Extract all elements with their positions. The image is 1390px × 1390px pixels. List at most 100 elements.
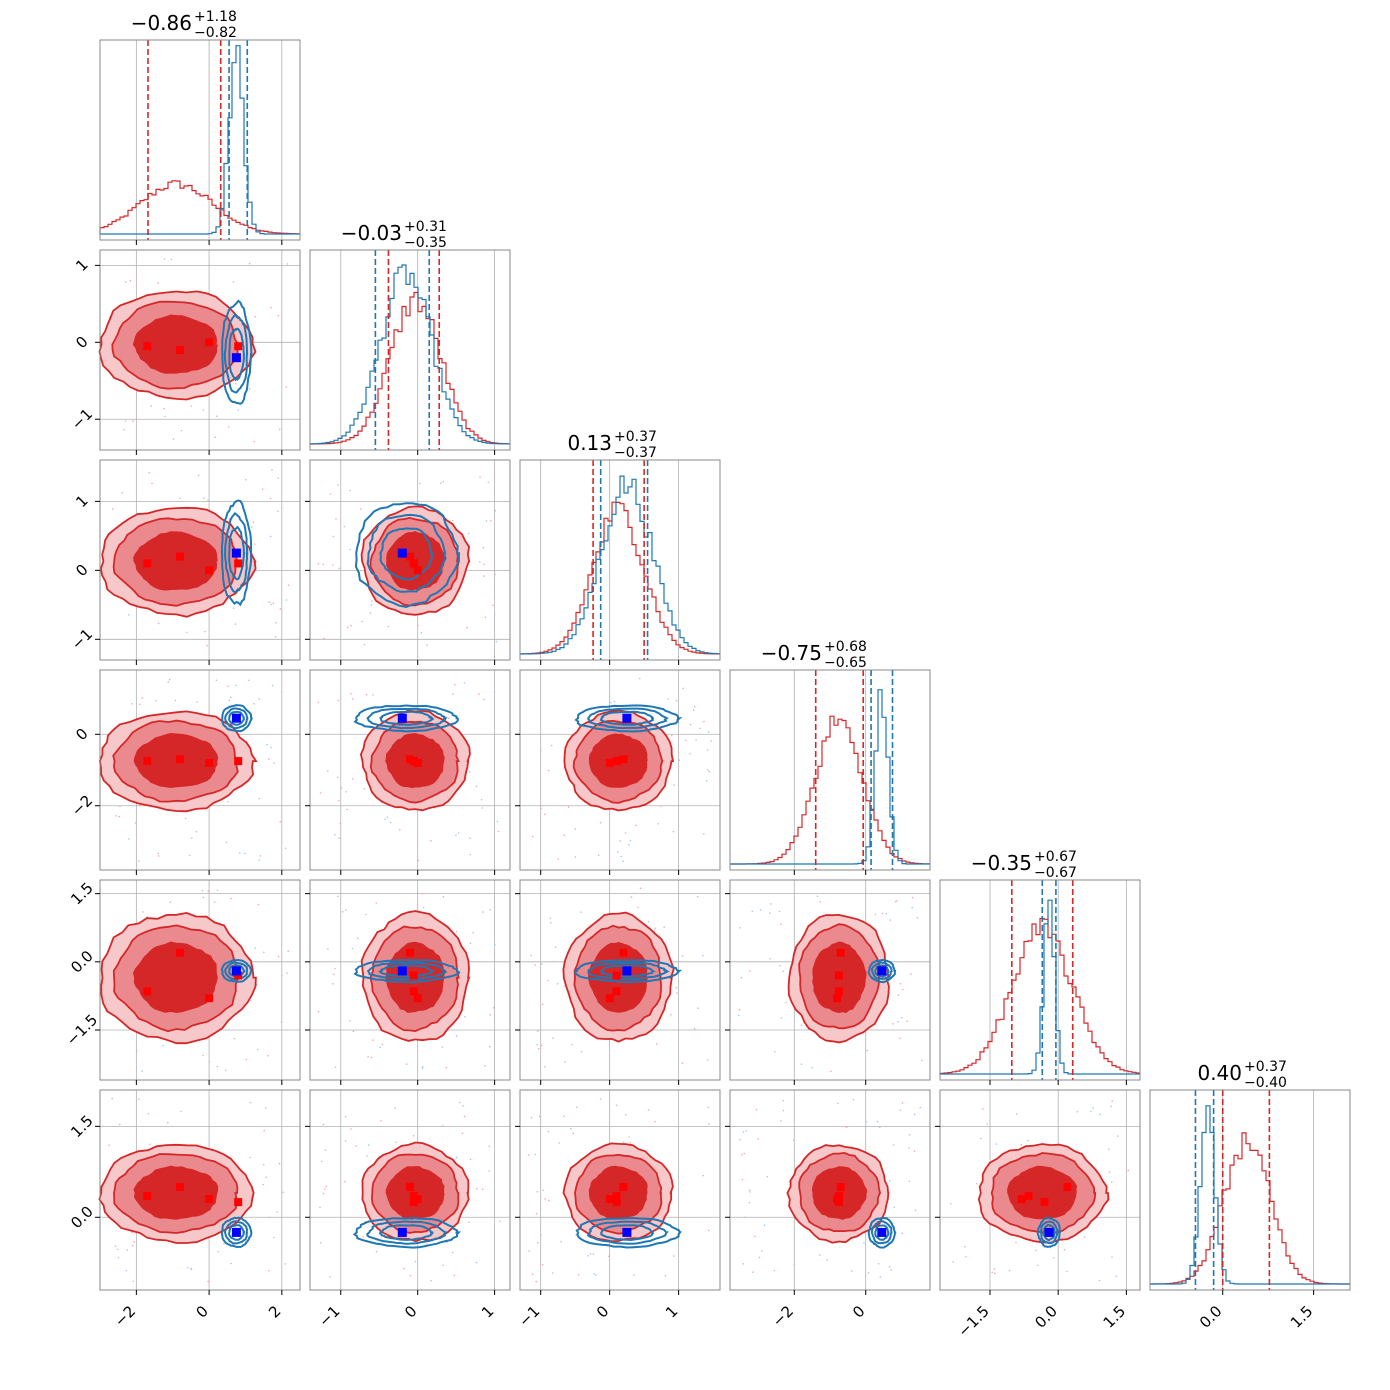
panel-title-minus: −0.82 (194, 25, 237, 41)
red-histogram (939, 917, 1140, 1074)
sample-point (481, 1188, 484, 1190)
x-tick-label: 1.5 (1287, 1302, 1317, 1332)
blue-histogram (309, 264, 510, 445)
sample-point (405, 1063, 408, 1065)
panel-frame (519, 669, 721, 871)
sample-point (613, 700, 616, 703)
sample-point (902, 988, 904, 991)
sample-point (779, 965, 781, 967)
sample-point (1099, 1113, 1101, 1115)
sample-point (322, 1192, 325, 1195)
sample-point (540, 807, 542, 810)
sample-point (544, 1066, 546, 1068)
sample-point (1083, 1236, 1086, 1238)
sample-point (482, 546, 485, 549)
sample-point (639, 887, 642, 889)
blue-contour (228, 327, 246, 382)
sample-point (227, 801, 229, 803)
sample-point (333, 973, 335, 976)
sample-point (537, 1030, 539, 1032)
blue-marker (231, 966, 241, 976)
sample-point (1110, 1105, 1112, 1107)
sample-point (908, 1180, 911, 1183)
sample-point (637, 906, 639, 909)
blue-contour (367, 961, 448, 981)
sample-point (685, 739, 687, 742)
x-tick-label: 0 (401, 1302, 420, 1321)
sample-point (278, 428, 281, 431)
sample-point (253, 543, 256, 545)
sample-point (895, 900, 898, 902)
sample-point (115, 815, 117, 817)
sample-point (430, 839, 432, 842)
sample-point (452, 693, 454, 695)
red-histogram (99, 180, 300, 235)
sample-point (628, 844, 630, 846)
y-tick-label: 1 (72, 256, 91, 275)
sample-point (138, 860, 140, 862)
panel-background (100, 40, 300, 240)
sample-point (384, 818, 387, 821)
sample-point (916, 917, 919, 919)
sample-point (141, 697, 144, 699)
panel-background (1150, 1090, 1350, 1290)
sample-point (150, 405, 152, 407)
sample-point (230, 897, 232, 900)
red-marker (176, 1183, 184, 1191)
sample-point (1015, 1113, 1018, 1115)
panel-1-0: −1 0 1 (68, 249, 301, 455)
sample-point (338, 799, 340, 802)
sample-point (738, 1014, 740, 1017)
sample-point (114, 1245, 117, 1247)
sample-point (494, 573, 496, 576)
sample-point (225, 841, 228, 844)
sample-point (563, 1115, 565, 1117)
sample-point (554, 946, 557, 948)
x-tick-label: 1 (662, 1302, 681, 1321)
sample-point (167, 1121, 169, 1124)
panel-frame (309, 459, 511, 661)
sample-point (261, 488, 264, 490)
sample-point (535, 1213, 538, 1215)
sample-point (633, 1274, 635, 1276)
sample-point (250, 999, 252, 1002)
sample-point (488, 1045, 491, 1048)
sample-point (597, 854, 600, 857)
sample-point (126, 1249, 129, 1251)
sample-point (317, 563, 320, 565)
sample-point (369, 612, 372, 614)
sample-point (455, 834, 457, 837)
sample-point (133, 1240, 135, 1243)
sample-point (541, 1003, 544, 1005)
sample-point (537, 1047, 540, 1050)
sample-point (494, 943, 496, 946)
panel-2-2: 0.13 +0.37−0.37 (519, 429, 721, 665)
blue-histogram (730, 689, 930, 865)
red-contour (133, 1165, 219, 1220)
sample-point (468, 1221, 470, 1224)
panel-5-4: −1.5 0.0 1.5 (935, 1089, 1141, 1341)
sample-point (608, 1255, 610, 1258)
sample-point (681, 1062, 684, 1064)
sample-point (550, 922, 552, 924)
sample-point (549, 917, 552, 919)
sample-point (213, 901, 216, 903)
sample-point (493, 690, 496, 693)
sample-point (319, 792, 322, 794)
sample-point (495, 640, 498, 643)
red-marker (1017, 1195, 1026, 1204)
sample-point (673, 1255, 675, 1257)
blue-histogram (1150, 1105, 1350, 1285)
sample-point (207, 1280, 209, 1283)
sample-point (208, 1061, 211, 1063)
sample-point (742, 1263, 745, 1265)
sample-point (892, 1023, 894, 1025)
sample-point (349, 489, 351, 492)
sample-point (647, 920, 650, 923)
sample-point (190, 1267, 192, 1270)
panel-3-3: −0.75 +0.68−0.65 (729, 639, 931, 875)
sample-point (232, 607, 235, 609)
sample-point (952, 1261, 954, 1263)
panel-4-3 (725, 879, 931, 1085)
sample-point (362, 1236, 364, 1238)
